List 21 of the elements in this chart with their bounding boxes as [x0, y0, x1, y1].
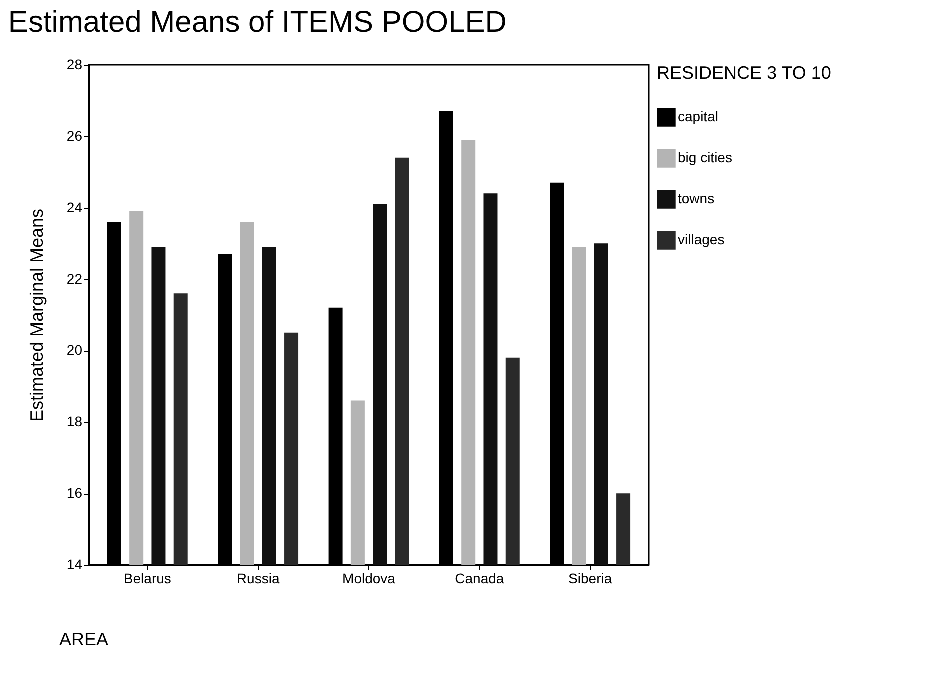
y-tick-label: 28 [66, 56, 83, 72]
x-tick-label: Moldova [342, 570, 396, 586]
x-tick-label: Siberia [568, 570, 612, 586]
legend-title: RESIDENCE 3 TO 10 [657, 63, 832, 83]
y-tick-label: 18 [66, 414, 83, 430]
y-tick-label: 24 [66, 199, 83, 216]
x-tick-label: Canada [455, 570, 504, 586]
x-axis-title: AREA [60, 630, 109, 650]
legend-label: villages [678, 232, 725, 248]
y-tick-label: 26 [66, 128, 83, 144]
legend-label: capital [678, 108, 718, 124]
chart-title: Estimated Means of ITEMS POOLED [8, 6, 507, 39]
x-tick-label: Belarus [124, 570, 172, 586]
y-axis-title: Estimated Marginal Means [26, 208, 47, 422]
y-tick-label: 22 [66, 270, 83, 287]
x-tick-label: Russia [236, 570, 280, 586]
legend-label: big cities [678, 150, 732, 166]
y-tick-label: 20 [66, 342, 83, 358]
y-tick-label: 14 [66, 556, 83, 572]
y-tick-label: 16 [66, 485, 83, 502]
legend-label: towns [678, 190, 715, 206]
